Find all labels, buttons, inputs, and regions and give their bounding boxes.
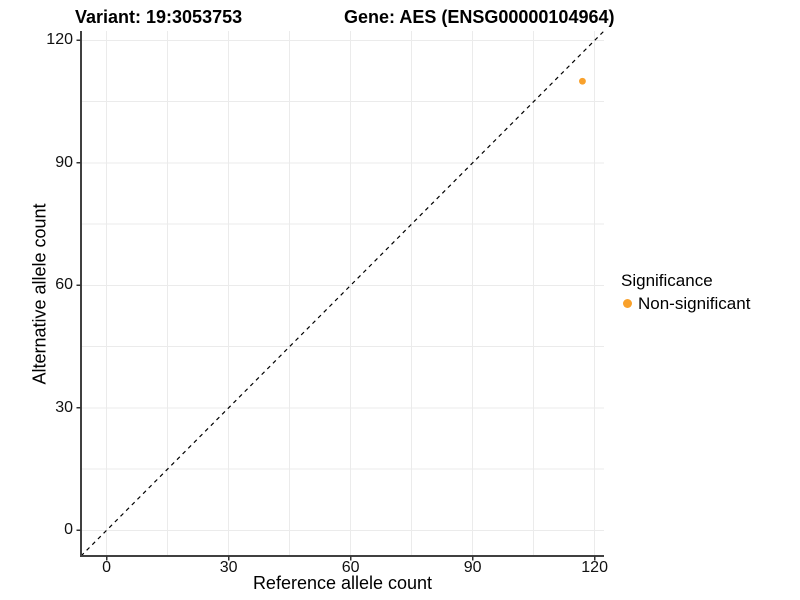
plot-title-gene: Gene: AES (ENSG00000104964) [344,7,615,27]
x-tick-label: 30 [219,559,238,576]
x-tick-label: 0 [102,559,112,576]
data-point [579,77,586,85]
x-tick-label: 90 [463,559,482,576]
identity-dashed-line [80,30,605,557]
y-tick-label: 60 [55,276,73,294]
y-tick-label: 30 [55,398,73,416]
y-tick-label: 90 [55,153,73,171]
legend-entry-label: Non-significant [638,294,751,313]
y-tick-label: 0 [64,521,73,539]
y-tick-label: 120 [46,31,73,49]
x-tick-label: 120 [581,559,608,576]
plot-title-variant: Variant: 19:3053753 [75,7,243,27]
legend: Significance Non-significant [621,271,750,313]
legend-entry: Non-significant [621,294,750,313]
legend-title: Significance [621,271,713,290]
x-tick-label: 60 [341,559,360,576]
x-axis-title: Reference allele count [252,573,433,593]
y-axis-title: Alternative allele count [29,203,50,385]
legend-marker-circle-icon [623,299,632,308]
